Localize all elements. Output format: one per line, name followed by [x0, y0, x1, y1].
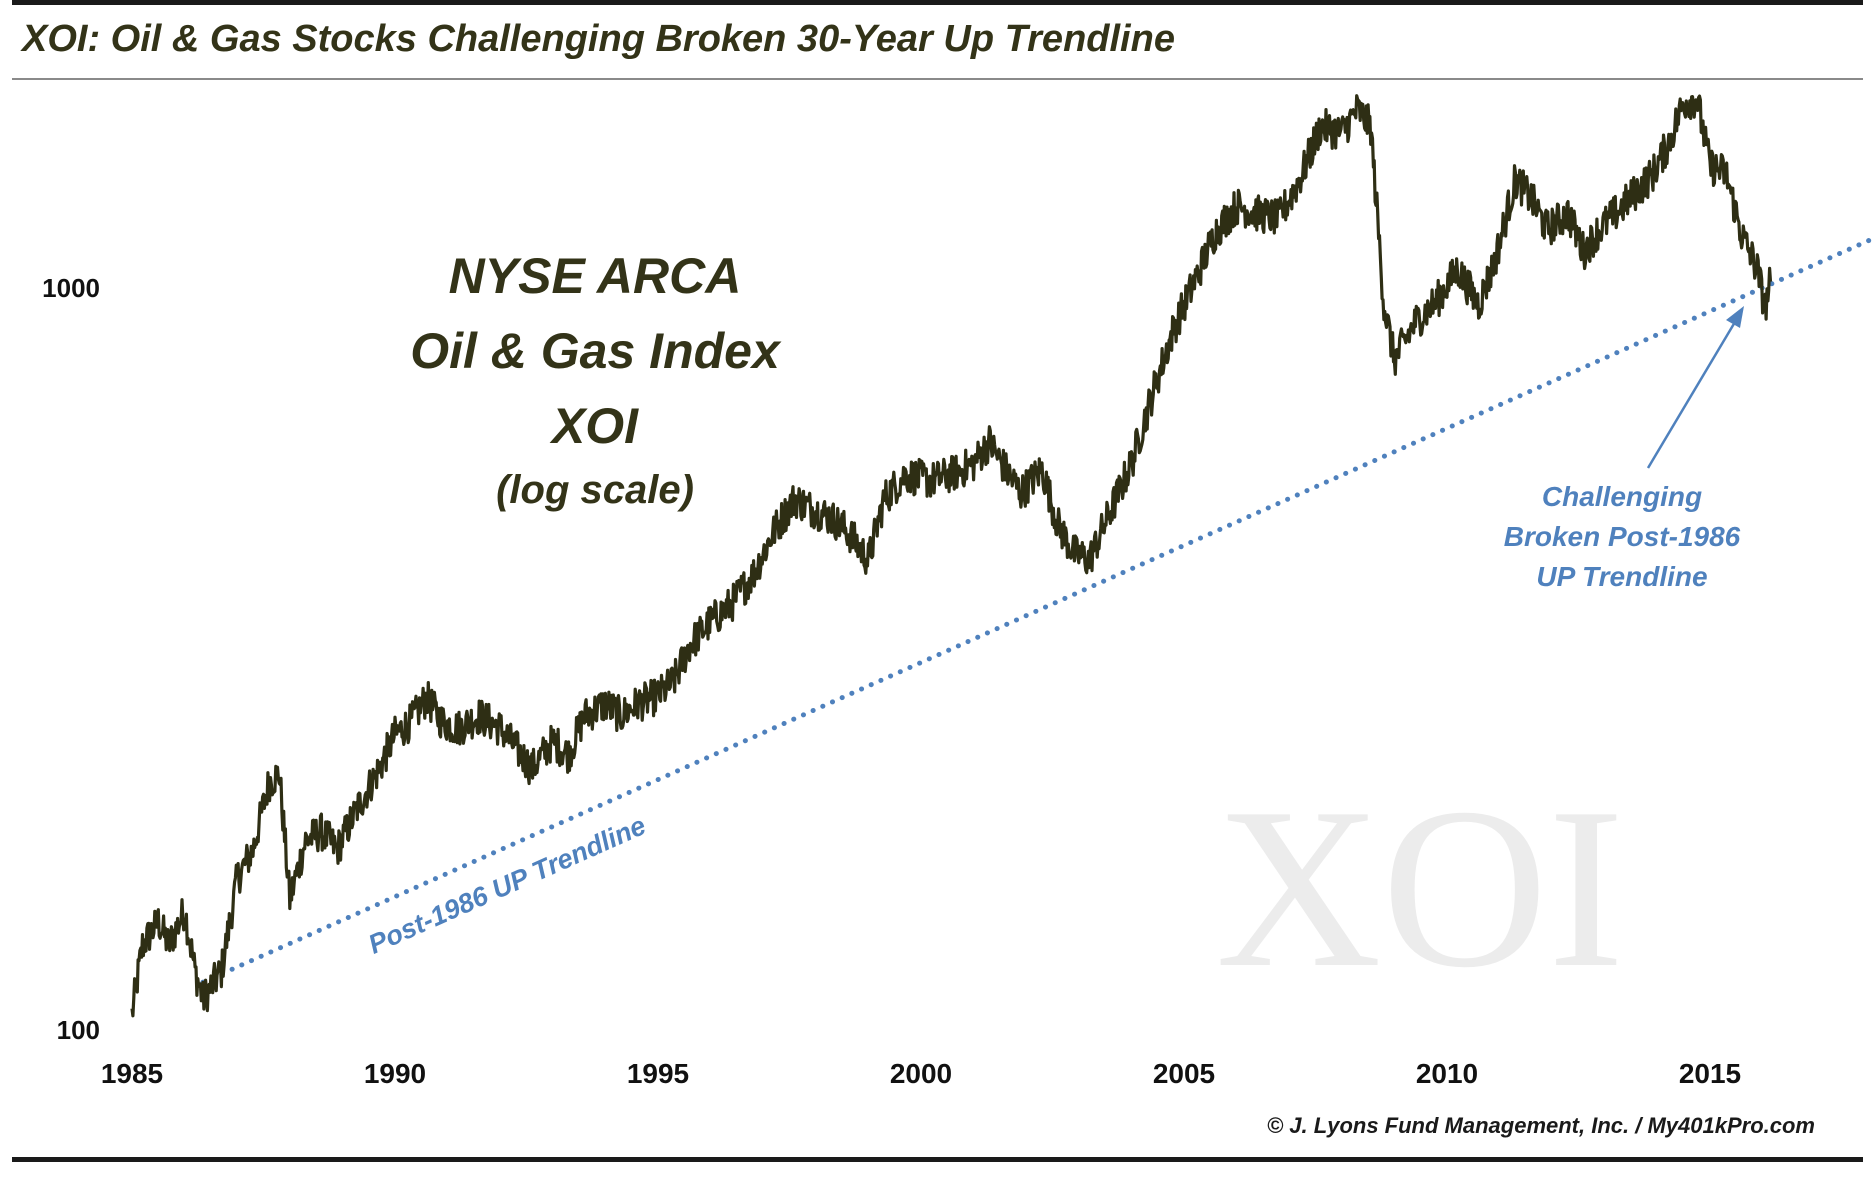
heading-line-3: XOI — [549, 398, 639, 454]
x-tick-label: 1995 — [627, 1058, 689, 1089]
top-rule — [12, 0, 1863, 5]
annotation-arrowhead — [1726, 306, 1744, 328]
price-series-line — [130, 94, 1773, 1018]
x-tick-label: 1985 — [101, 1058, 163, 1089]
page-title: XOI: Oil & Gas Stocks Challenging Broken… — [22, 18, 1175, 60]
watermark: XOI — [1216, 760, 1625, 1015]
heading-line-4: (log scale) — [496, 468, 694, 512]
x-tick-label: 2010 — [1416, 1058, 1478, 1089]
x-tick-label: 2015 — [1679, 1058, 1741, 1089]
y-tick-label: 1000 — [42, 273, 100, 303]
callout-line-2: Broken Post-1986 — [1504, 521, 1741, 552]
x-axis: 1985 1990 1995 2000 2005 2010 2015 — [101, 1058, 1741, 1089]
callout-line-3: UP Trendline — [1536, 561, 1707, 592]
callout-line-1: Challenging — [1542, 481, 1702, 512]
heading-line-1: NYSE ARCA — [449, 248, 742, 304]
trendline — [200, 235, 1873, 985]
annotation-arrow — [1646, 321, 1737, 469]
bottom-rule — [12, 1157, 1863, 1162]
x-tick-label: 1990 — [364, 1058, 426, 1089]
heading-line-2: Oil & Gas Index — [410, 323, 782, 379]
x-tick-label: 2005 — [1153, 1058, 1215, 1089]
y-axis: 100 1000 — [42, 273, 100, 1045]
x-tick-label: 2000 — [890, 1058, 952, 1089]
title-divider — [12, 78, 1863, 80]
chart-heading: NYSE ARCA Oil & Gas Index XOI (log scale… — [410, 248, 782, 512]
callout: Challenging Broken Post-1986 UP Trendlin… — [1504, 481, 1741, 592]
y-tick-label: 100 — [57, 1015, 100, 1045]
credit-text: © J. Lyons Fund Management, Inc. / My401… — [1266, 1113, 1815, 1138]
trendline-label: Post-1986 UP Trendline — [364, 810, 650, 959]
